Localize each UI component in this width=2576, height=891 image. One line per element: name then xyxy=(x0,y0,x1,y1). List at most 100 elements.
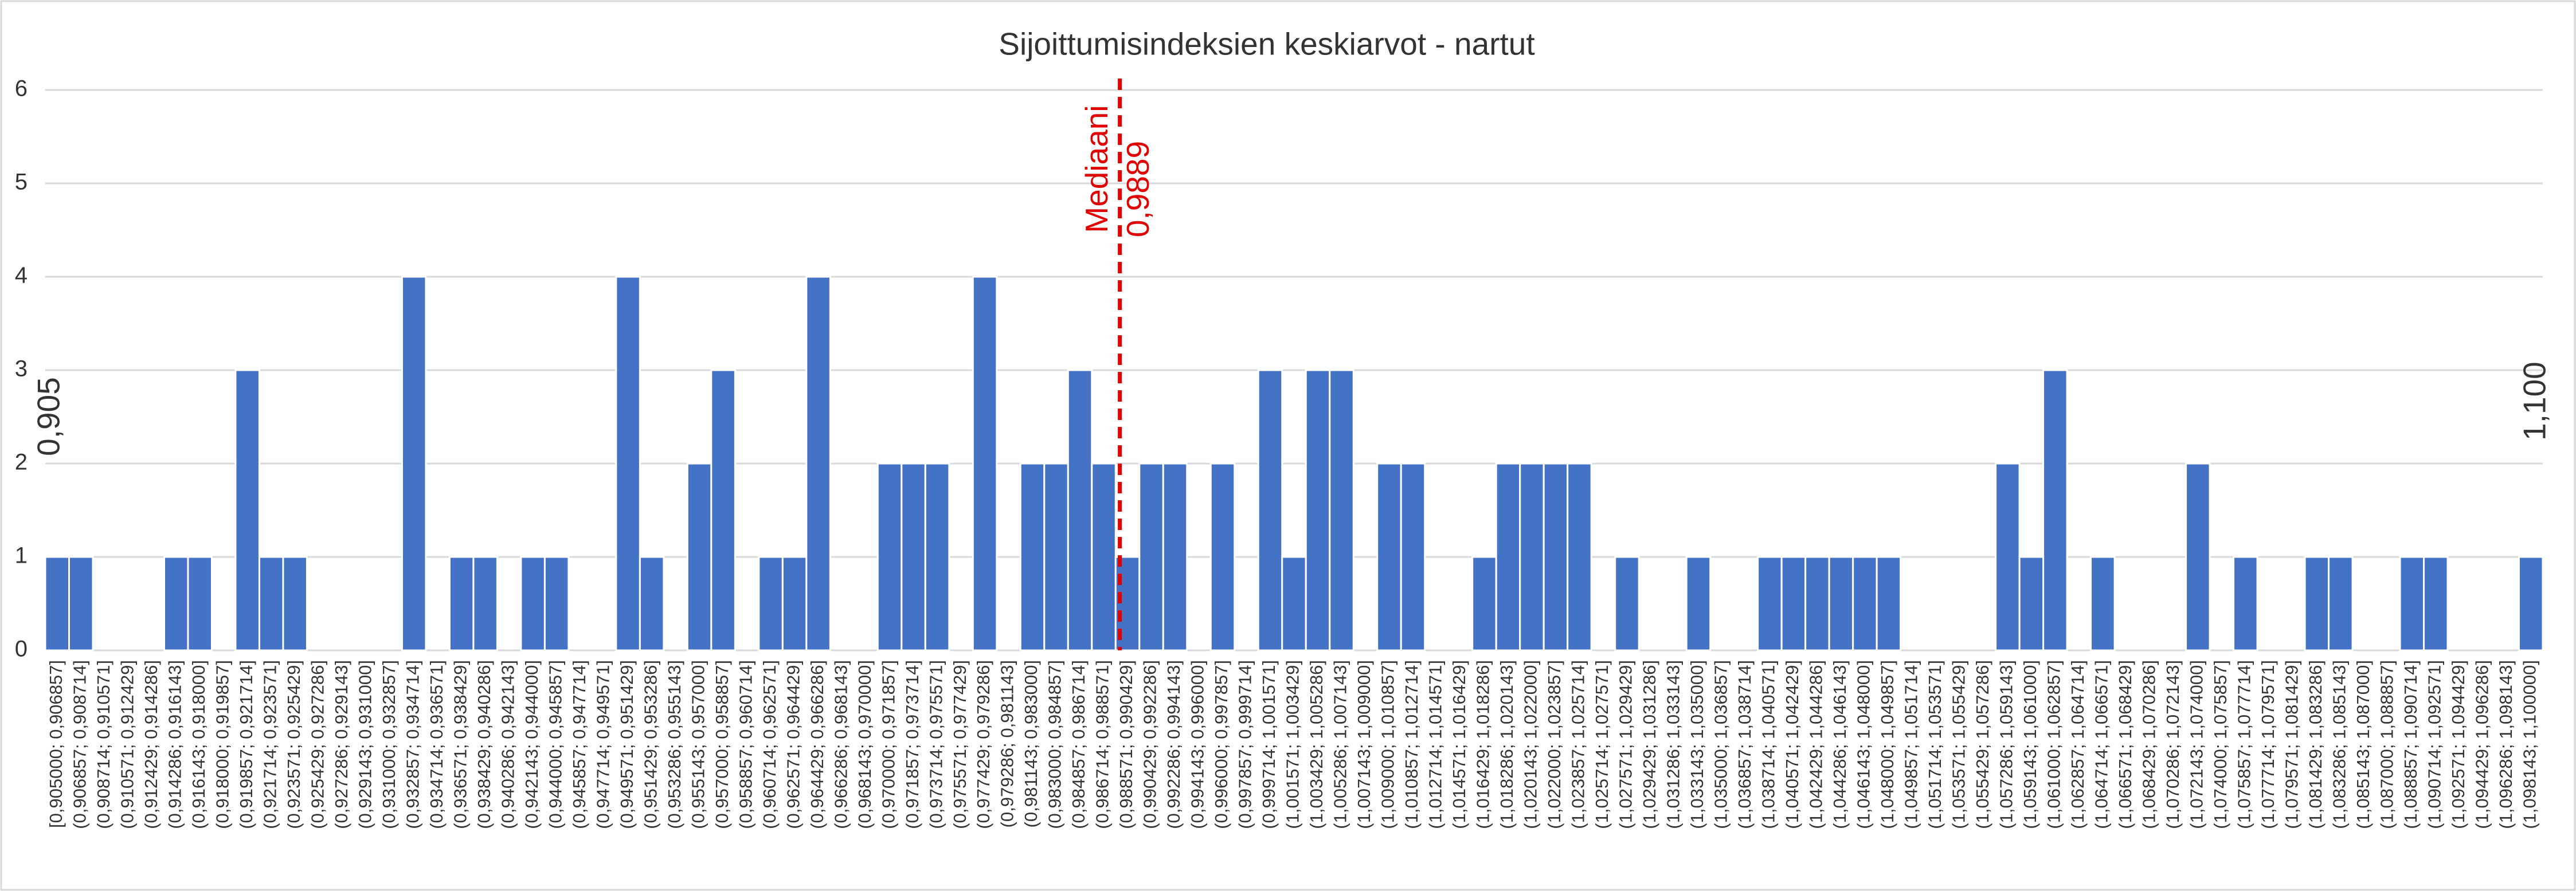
x-tick-label: (1,077714; 1,079571] xyxy=(2258,660,2278,829)
x-tick-label: (0,986714; 0,988571] xyxy=(1093,660,1113,829)
y-tick-label: 5 xyxy=(15,170,28,195)
x-tick-label: (0,923571; 0,925429] xyxy=(284,660,304,829)
x-tick-label: (0,968143; 0,970000] xyxy=(855,660,875,829)
y-tick-label: 0 xyxy=(15,637,28,662)
y-tick-label: 3 xyxy=(15,356,28,382)
bar xyxy=(876,462,903,651)
x-tick-label: (1,074000; 1,075857] xyxy=(2210,660,2230,829)
x-tick-label: (0,947714; 0,949571] xyxy=(593,660,613,829)
bar xyxy=(2042,369,2068,651)
x-tick-label: (1,061000; 1,062857] xyxy=(2044,660,2064,829)
median-value-label: 0,9889 xyxy=(1120,141,1156,237)
x-tick-label: (1,087000; 1,088857] xyxy=(2377,660,2397,829)
x-tick-label: (0,962571; 0,964429] xyxy=(783,660,803,829)
x-tick-label: (0,979286; 0,981143] xyxy=(997,660,1017,827)
bar xyxy=(1995,462,2021,651)
x-tick-label: (1,062857; 1,064714] xyxy=(2068,660,2088,829)
x-tick-label: (0,932857; 0,934714] xyxy=(402,660,422,829)
bar xyxy=(1495,462,1521,651)
x-tick-label: (1,035000; 1,036857] xyxy=(1711,660,1731,829)
x-tick-label: (1,072143; 1,074000] xyxy=(2187,660,2207,829)
bar xyxy=(1281,556,1307,651)
x-tick-label: (1,051714; 1,053571] xyxy=(1925,660,1945,829)
x-tick-label: (0,906857; 0,908714] xyxy=(69,660,89,829)
bar xyxy=(1543,462,1569,651)
bar xyxy=(472,556,498,651)
x-tick-label: (0,925429; 0,927286] xyxy=(307,660,327,829)
x-tick-label: (0,912429; 0,914286] xyxy=(141,660,161,829)
bar xyxy=(1519,462,1545,651)
bar xyxy=(2018,556,2045,651)
x-tick-label: (1,070286; 1,072143] xyxy=(2163,660,2183,829)
bar xyxy=(805,276,831,651)
bar xyxy=(282,556,308,651)
x-tick-label: (0,970000; 0,971857] xyxy=(878,660,898,829)
x-tick-label: (0,984857; 0,986714] xyxy=(1068,660,1089,829)
x-range-label: 0,905 xyxy=(31,377,66,456)
bar xyxy=(1614,556,1640,651)
x-tick-label: (0,981143; 0,983000] xyxy=(1021,660,1041,827)
x-tick-label: (1,090714; 1,092571] xyxy=(2424,660,2444,829)
x-tick-label: (1,010857; 1,012714] xyxy=(1401,660,1422,829)
bar xyxy=(1376,462,1402,651)
bar xyxy=(1400,462,1426,651)
bar xyxy=(1067,369,1093,651)
bar xyxy=(2233,556,2258,651)
x-tick-label: (1,098143; 1,100000] xyxy=(2519,660,2539,829)
x-tick-label: (1,014571; 1,016429] xyxy=(1449,660,1469,829)
bar xyxy=(163,556,189,651)
x-tick-label: (1,025714; 1,027571] xyxy=(1592,660,1612,829)
x-tick-label: (0,973714; 0,975571] xyxy=(926,660,946,829)
bar xyxy=(1019,462,1046,651)
x-tick-label: (0,977429; 0,979286] xyxy=(973,660,993,829)
x-tick-label: (1,033143; 1,035000] xyxy=(1687,660,1707,829)
y-tick-label: 1 xyxy=(15,543,28,568)
bar xyxy=(1091,462,1117,651)
x-tick-label: (1,066571; 1,068429] xyxy=(2115,660,2135,829)
x-tick-label: (0,929143; 0,931000] xyxy=(355,660,375,829)
x-tick-label: (1,001571; 1,003429] xyxy=(1283,660,1303,829)
x-range-label: 1,100 xyxy=(2517,362,2552,441)
x-tick-label: (1,059143; 1,061000] xyxy=(2020,660,2040,829)
x-tick-label: (0,919857; 0,921714] xyxy=(236,660,256,829)
x-tick-label: (1,007143; 1,009000] xyxy=(1354,660,1374,829)
bar xyxy=(234,369,260,651)
bar xyxy=(401,276,427,651)
bar xyxy=(1043,462,1069,651)
x-tick-label: (0,990429; 0,992286] xyxy=(1140,660,1160,829)
bar xyxy=(258,556,284,651)
x-tick-label: (1,092571; 1,094429] xyxy=(2448,660,2468,829)
bar xyxy=(2518,556,2544,651)
x-tick-label: (1,009000; 1,010857] xyxy=(1378,660,1398,829)
x-tick-label: (1,079571; 1,081429] xyxy=(2281,660,2301,829)
bar xyxy=(924,462,950,651)
x-tick-label: (1,068429; 1,070286] xyxy=(2139,660,2159,829)
bar xyxy=(1305,369,1331,651)
x-tick-label: (0,931000; 0,932857] xyxy=(379,660,399,829)
x-tick-label: (1,018286; 1,020143] xyxy=(1497,660,1517,829)
bar xyxy=(1567,462,1592,651)
bar xyxy=(758,556,784,651)
x-tick-label: (1,096286; 1,098143] xyxy=(2496,660,2516,829)
bar xyxy=(44,556,70,651)
bar xyxy=(1804,556,1830,651)
x-tick-label: (0,934714; 0,936571] xyxy=(426,660,447,829)
chart-title: Sijoittumisindeksien keskiarvot - nartut xyxy=(999,26,1534,62)
x-tick-label: (1,044286; 1,046143] xyxy=(1830,660,1850,829)
x-tick-label: (1,075857; 1,077714] xyxy=(2234,660,2254,829)
bar xyxy=(187,556,213,651)
x-tick-label: (0,971857; 0,973714] xyxy=(902,660,922,829)
x-tick-label: (0,910571; 0,912429] xyxy=(117,660,137,829)
bar xyxy=(1852,556,1878,651)
bar xyxy=(1685,556,1712,651)
x-tick-label: (0,945857; 0,947714] xyxy=(569,660,589,829)
bar xyxy=(2423,556,2449,651)
x-tick-label: (0,966286; 0,968143] xyxy=(831,660,851,829)
x-tick-label: (1,064714; 1,066571] xyxy=(2092,660,2112,829)
x-tick-label: (0,955143; 0,957000] xyxy=(688,660,708,829)
x-tick-label: (1,003429; 1,005286] xyxy=(1306,660,1326,829)
x-tick-label: (1,046143; 1,048000] xyxy=(1854,660,1874,829)
x-tick-label: (0,964429; 0,966286] xyxy=(807,660,827,829)
x-tick-label: (0,927286; 0,929143] xyxy=(331,660,351,829)
